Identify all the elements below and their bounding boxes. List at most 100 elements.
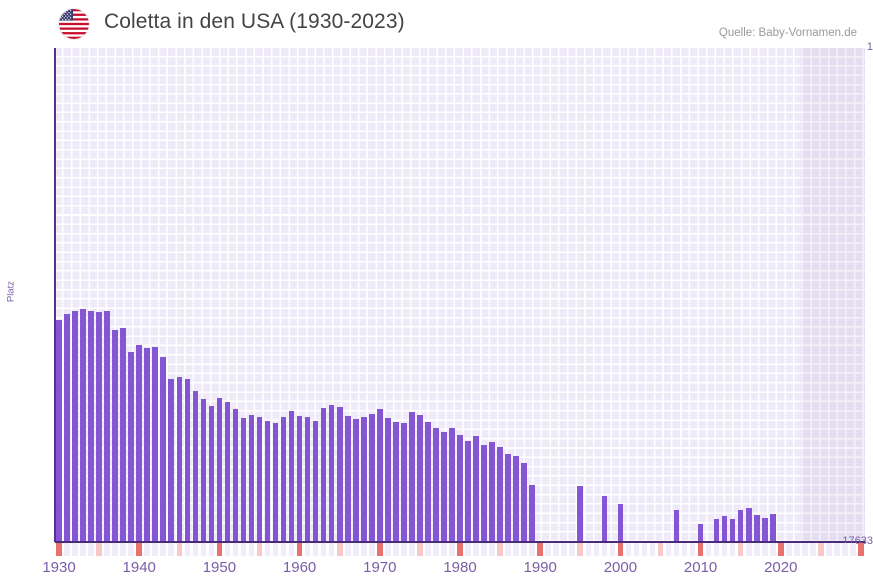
- x-tick-minor: [802, 543, 808, 556]
- bar[interactable]: [376, 409, 383, 542]
- bar[interactable]: [497, 446, 503, 542]
- bar[interactable]: [697, 523, 704, 542]
- bar[interactable]: [176, 376, 183, 542]
- bar[interactable]: [417, 415, 423, 542]
- bar[interactable]: [232, 409, 239, 542]
- bar[interactable]: [64, 313, 70, 542]
- bar[interactable]: [368, 413, 375, 542]
- bar[interactable]: [272, 423, 279, 542]
- x-tick-minor: [240, 543, 247, 556]
- x-axis-tick-label: 1970: [363, 559, 397, 576]
- x-tick-minor: [545, 543, 552, 556]
- bar[interactable]: [160, 357, 167, 542]
- bar[interactable]: [481, 444, 487, 542]
- bar[interactable]: [328, 405, 335, 542]
- bar[interactable]: [465, 441, 471, 542]
- page-title: Coletta in den USA (1930-2023): [104, 10, 405, 33]
- bar[interactable]: [200, 399, 207, 542]
- bar[interactable]: [601, 495, 608, 542]
- bar[interactable]: [513, 456, 519, 542]
- us-flag-circle-icon: [59, 9, 89, 39]
- bar[interactable]: [248, 415, 255, 542]
- x-tick-minor: [569, 543, 576, 556]
- bar[interactable]: [72, 310, 78, 542]
- bar[interactable]: [360, 417, 367, 542]
- bar[interactable]: [256, 416, 263, 542]
- bar[interactable]: [56, 319, 62, 542]
- bar[interactable]: [409, 411, 415, 542]
- bar[interactable]: [489, 442, 495, 542]
- bar[interactable]: [729, 519, 736, 542]
- x-tick-major: [457, 543, 463, 556]
- bar[interactable]: [168, 379, 175, 542]
- bar[interactable]: [713, 518, 720, 542]
- x-axis-tick-label: 1950: [202, 559, 237, 576]
- bar[interactable]: [88, 310, 94, 542]
- bar[interactable]: [425, 422, 431, 542]
- bar[interactable]: [457, 434, 463, 542]
- chart-header: Coletta in den USA (1930-2023) Quelle: B…: [0, 0, 873, 48]
- bar[interactable]: [104, 310, 110, 542]
- x-tick-minor: [729, 543, 736, 556]
- future-shaded-region: [800, 48, 865, 542]
- bar[interactable]: [152, 347, 159, 542]
- bar[interactable]: [449, 428, 455, 542]
- bar[interactable]: [352, 419, 359, 542]
- bar[interactable]: [264, 421, 271, 542]
- bar[interactable]: [312, 420, 319, 542]
- bar[interactable]: [737, 509, 744, 542]
- bar[interactable]: [769, 514, 776, 542]
- x-tick-minor: [834, 543, 840, 556]
- bar[interactable]: [617, 503, 624, 542]
- x-tick-minor: [409, 543, 415, 556]
- bar[interactable]: [401, 422, 407, 542]
- bar[interactable]: [505, 453, 511, 542]
- bar[interactable]: [761, 518, 768, 542]
- x-tick-major: [697, 543, 704, 556]
- bar[interactable]: [393, 421, 399, 542]
- bar[interactable]: [280, 417, 287, 542]
- bar[interactable]: [721, 515, 728, 542]
- bar[interactable]: [240, 417, 247, 542]
- bar[interactable]: [184, 379, 191, 542]
- bar[interactable]: [336, 407, 343, 542]
- x-tick-major: [537, 543, 543, 556]
- bar[interactable]: [385, 418, 391, 542]
- bar[interactable]: [441, 431, 447, 542]
- bar[interactable]: [136, 344, 142, 542]
- bar[interactable]: [521, 462, 527, 542]
- x-tick-minor: [513, 543, 519, 556]
- bar[interactable]: [304, 416, 311, 542]
- x-tick-minor: [433, 543, 439, 556]
- bar[interactable]: [192, 391, 199, 542]
- bar[interactable]: [529, 485, 535, 542]
- bar[interactable]: [433, 428, 439, 542]
- bar[interactable]: [745, 507, 752, 542]
- bar[interactable]: [224, 401, 231, 542]
- bar[interactable]: [128, 352, 134, 542]
- bar[interactable]: [216, 398, 223, 542]
- bar[interactable]: [96, 311, 102, 542]
- x-tick-major: [56, 543, 62, 556]
- x-tick-major: [216, 543, 223, 556]
- x-axis-tick-label: 1930: [42, 559, 76, 576]
- bar[interactable]: [320, 408, 327, 542]
- bar[interactable]: [577, 486, 584, 542]
- x-tick-minor: [842, 543, 848, 556]
- x-tick-minor: [818, 543, 824, 556]
- bar[interactable]: [112, 329, 118, 542]
- x-tick-minor: [152, 543, 159, 556]
- bar[interactable]: [144, 348, 151, 542]
- bar[interactable]: [288, 410, 295, 542]
- bar[interactable]: [753, 514, 760, 542]
- bar[interactable]: [473, 435, 479, 542]
- x-tick-minor: [689, 543, 696, 556]
- bar[interactable]: [80, 308, 86, 542]
- x-tick-minor: [144, 543, 151, 556]
- x-tick-minor: [425, 543, 431, 556]
- bar[interactable]: [344, 416, 351, 542]
- bar[interactable]: [208, 406, 215, 542]
- bar[interactable]: [296, 416, 303, 542]
- bar[interactable]: [120, 328, 126, 542]
- bar[interactable]: [673, 510, 680, 542]
